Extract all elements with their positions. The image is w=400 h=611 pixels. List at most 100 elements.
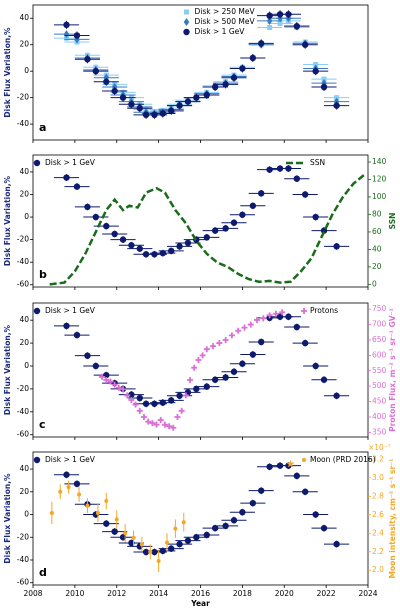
x-tick-label: 2024 [358, 589, 377, 598]
circle-marker [167, 247, 175, 255]
circle-marker [249, 54, 257, 62]
circle-marker [293, 323, 301, 331]
star-marker [286, 459, 295, 468]
plus-marker [99, 373, 106, 380]
y2-tick-label: 80 [372, 209, 382, 218]
plus-marker [272, 310, 279, 317]
circle-marker [176, 243, 183, 250]
circle-marker [136, 394, 143, 402]
y2-tick-label: 20 [372, 262, 382, 271]
circle-marker [104, 498, 109, 503]
circle-marker [167, 107, 175, 115]
y-axis-label: Disk Flux Variation,% [3, 473, 12, 564]
circle-marker [203, 91, 210, 99]
y2-tick-label: 450 [372, 397, 387, 406]
circle-marker [63, 174, 70, 181]
y-tick-label: -20 [17, 93, 29, 102]
plus-marker [128, 397, 135, 404]
circle-marker [128, 101, 135, 108]
y-tick-label: -60 [17, 578, 29, 587]
y2-tick-label: 3.0 [372, 473, 384, 482]
y-tick-label: -40 [17, 555, 29, 564]
plus-marker [132, 401, 139, 408]
y-axis-label: Disk Flux Variation,% [3, 324, 12, 415]
plus-marker [124, 392, 131, 399]
y-tick-label: -20 [17, 235, 29, 244]
diamond-marker [183, 18, 190, 26]
plus-marker [235, 327, 242, 334]
y2-tick-label: 2.0 [372, 565, 384, 574]
plus-marker [247, 321, 254, 328]
x-tick-label: 2018 [233, 589, 252, 598]
y2-tick-label: 2.8 [372, 491, 384, 500]
circle-marker [239, 65, 246, 72]
circle-marker [211, 83, 219, 91]
plot-frame [32, 451, 369, 586]
circle-marker [293, 22, 301, 30]
circle-marker [222, 374, 229, 381]
circle-marker [193, 94, 200, 101]
y-tick-label: -20 [17, 532, 29, 541]
plus-marker [216, 340, 223, 347]
plus-marker [182, 392, 189, 399]
circle-marker [249, 202, 257, 209]
circle-marker [73, 331, 81, 339]
circle-marker [103, 520, 110, 527]
plus-marker [136, 407, 143, 414]
y-tick-label: 0 [24, 66, 29, 75]
circle-marker [148, 549, 153, 554]
circle-marker [230, 219, 238, 226]
circle-marker [193, 385, 200, 393]
y-tick-label: -40 [17, 257, 29, 266]
y2-axis-label: Moon intensity, cm⁻² s⁻¹ sr⁻¹ [388, 459, 397, 579]
circle-marker [230, 517, 238, 524]
y-tick-label: 20 [19, 338, 29, 347]
circle-marker [258, 487, 265, 494]
circle-marker [203, 531, 210, 539]
plot-frame [32, 302, 369, 438]
y-tick-label: -60 [17, 430, 29, 439]
y-tick-label: 0 [24, 212, 29, 221]
panel-label: d [39, 566, 47, 579]
circle-marker [301, 191, 309, 198]
circle-marker [136, 245, 143, 252]
plus-marker [115, 384, 122, 391]
plus-marker [199, 352, 206, 359]
legend-label: Disk > 250 MeV [195, 7, 256, 16]
circle-marker [159, 249, 167, 257]
circle-marker [301, 488, 309, 495]
circle-marker [266, 463, 273, 470]
plus-marker [178, 407, 185, 414]
square-marker [277, 21, 283, 27]
circle-marker [159, 547, 167, 555]
circle-marker [181, 520, 186, 525]
y2-tick-label: 3.2 [372, 454, 384, 463]
y2-tick-label: 400 [372, 412, 387, 421]
circle-marker [33, 307, 41, 315]
circle-marker [239, 360, 246, 367]
circle-marker [84, 352, 91, 359]
ssn-line [49, 174, 365, 286]
circle-marker [63, 21, 70, 29]
plus-marker [149, 420, 156, 427]
circle-marker [184, 98, 192, 105]
circle-marker [211, 524, 219, 532]
circle-marker [119, 236, 127, 243]
circle-marker [49, 510, 54, 515]
plus-marker [174, 413, 181, 420]
circle-marker [92, 213, 100, 221]
panel-label: c [39, 418, 46, 431]
circle-marker [123, 531, 128, 536]
x-tick-label: 2022 [317, 589, 336, 598]
circle-marker [333, 102, 340, 109]
plus-marker [170, 424, 177, 431]
circle-marker [139, 542, 144, 547]
circle-marker [156, 558, 161, 563]
x-tick-label: 2020 [275, 589, 294, 598]
circle-marker [258, 40, 265, 47]
circle-marker [33, 159, 41, 167]
x-tick-label: 2010 [65, 589, 84, 598]
y-tick-label: 20 [19, 40, 29, 49]
circle-marker [301, 41, 309, 48]
plus-marker [187, 377, 194, 384]
